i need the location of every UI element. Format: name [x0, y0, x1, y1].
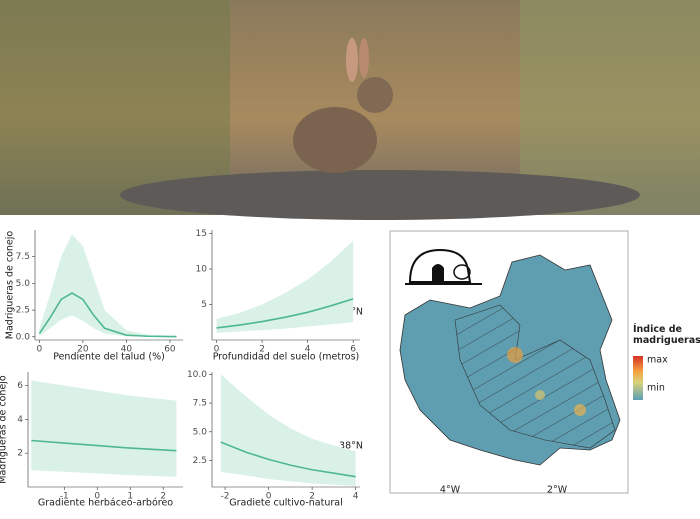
trend-line — [31, 439, 177, 452]
x-tick-label: 0 — [94, 492, 100, 502]
y-tick-label: 10.0 — [187, 370, 207, 380]
legend-max: max — [647, 355, 668, 366]
y-tick-label: 2 — [17, 449, 23, 459]
x-tick-label: 20 — [77, 345, 89, 355]
confidence-band — [216, 240, 354, 333]
legend-min: min — [647, 383, 665, 394]
x-tick-label: -2 — [221, 492, 230, 502]
y-axis-label: Madrigueras de conejo — [5, 231, 16, 340]
confidence-band — [39, 234, 177, 337]
confidence-band — [220, 374, 356, 486]
x-tick-label: 2 — [309, 492, 315, 502]
x-tick-label: -1 — [60, 492, 69, 502]
y-tick-label: 6 — [17, 381, 23, 391]
lat-label: 38°N — [339, 441, 363, 452]
trend-line — [38, 292, 177, 338]
y-tick-label: 7.5 — [193, 399, 207, 409]
y-tick-label: 10 — [196, 265, 208, 275]
x-tick-label: 0 — [36, 345, 42, 355]
x-tick-label: 60 — [164, 345, 176, 355]
x-tick-label: 0 — [266, 492, 272, 502]
y-tick-label: 7.5 — [16, 252, 30, 262]
x-tick-label: 2 — [259, 345, 265, 355]
y-tick-label: 4 — [17, 415, 23, 425]
x-tick-label: 40 — [121, 345, 133, 355]
legend-title: Índice de madrigueras — [633, 324, 700, 346]
y-tick-label: 0.0 — [16, 332, 31, 342]
trend-line — [220, 441, 356, 478]
lon-label: 4°W — [440, 485, 461, 496]
lon-label: 2°W — [547, 485, 568, 496]
x-tick-label: 4 — [353, 492, 359, 502]
x-tick-label: 1 — [127, 492, 133, 502]
confidence-band — [31, 380, 177, 477]
y-tick-label: 2.5 — [193, 456, 207, 466]
y-tick-label: 5 — [201, 300, 207, 310]
photo — [0, 0, 700, 220]
y-tick-label: 2.5 — [16, 306, 30, 316]
x-axis-label: Pendiente del talud (%) — [53, 352, 165, 363]
x-tick-label: 0 — [214, 345, 220, 355]
x-axis-label: Profundidad del suelo (metros) — [213, 352, 360, 363]
x-tick-label: 2 — [160, 492, 166, 502]
y-tick-label: 5.0 — [193, 427, 208, 437]
y-tick-label: 5.0 — [16, 279, 31, 289]
x-axis-label: Gradiente herbáceo-arbóreo — [38, 498, 173, 509]
x-tick-label: 4 — [305, 345, 311, 355]
map-panel: 40°N 38°N 4°W 2°W max min — [339, 230, 668, 496]
x-tick-label: 6 — [350, 345, 356, 355]
y-axis-label: Madrigueras de conejo — [0, 375, 9, 484]
y-tick-label: 15 — [196, 229, 207, 239]
x-axis-label: Gradiete cultivo-natural — [229, 498, 342, 509]
trend-line — [216, 298, 354, 329]
